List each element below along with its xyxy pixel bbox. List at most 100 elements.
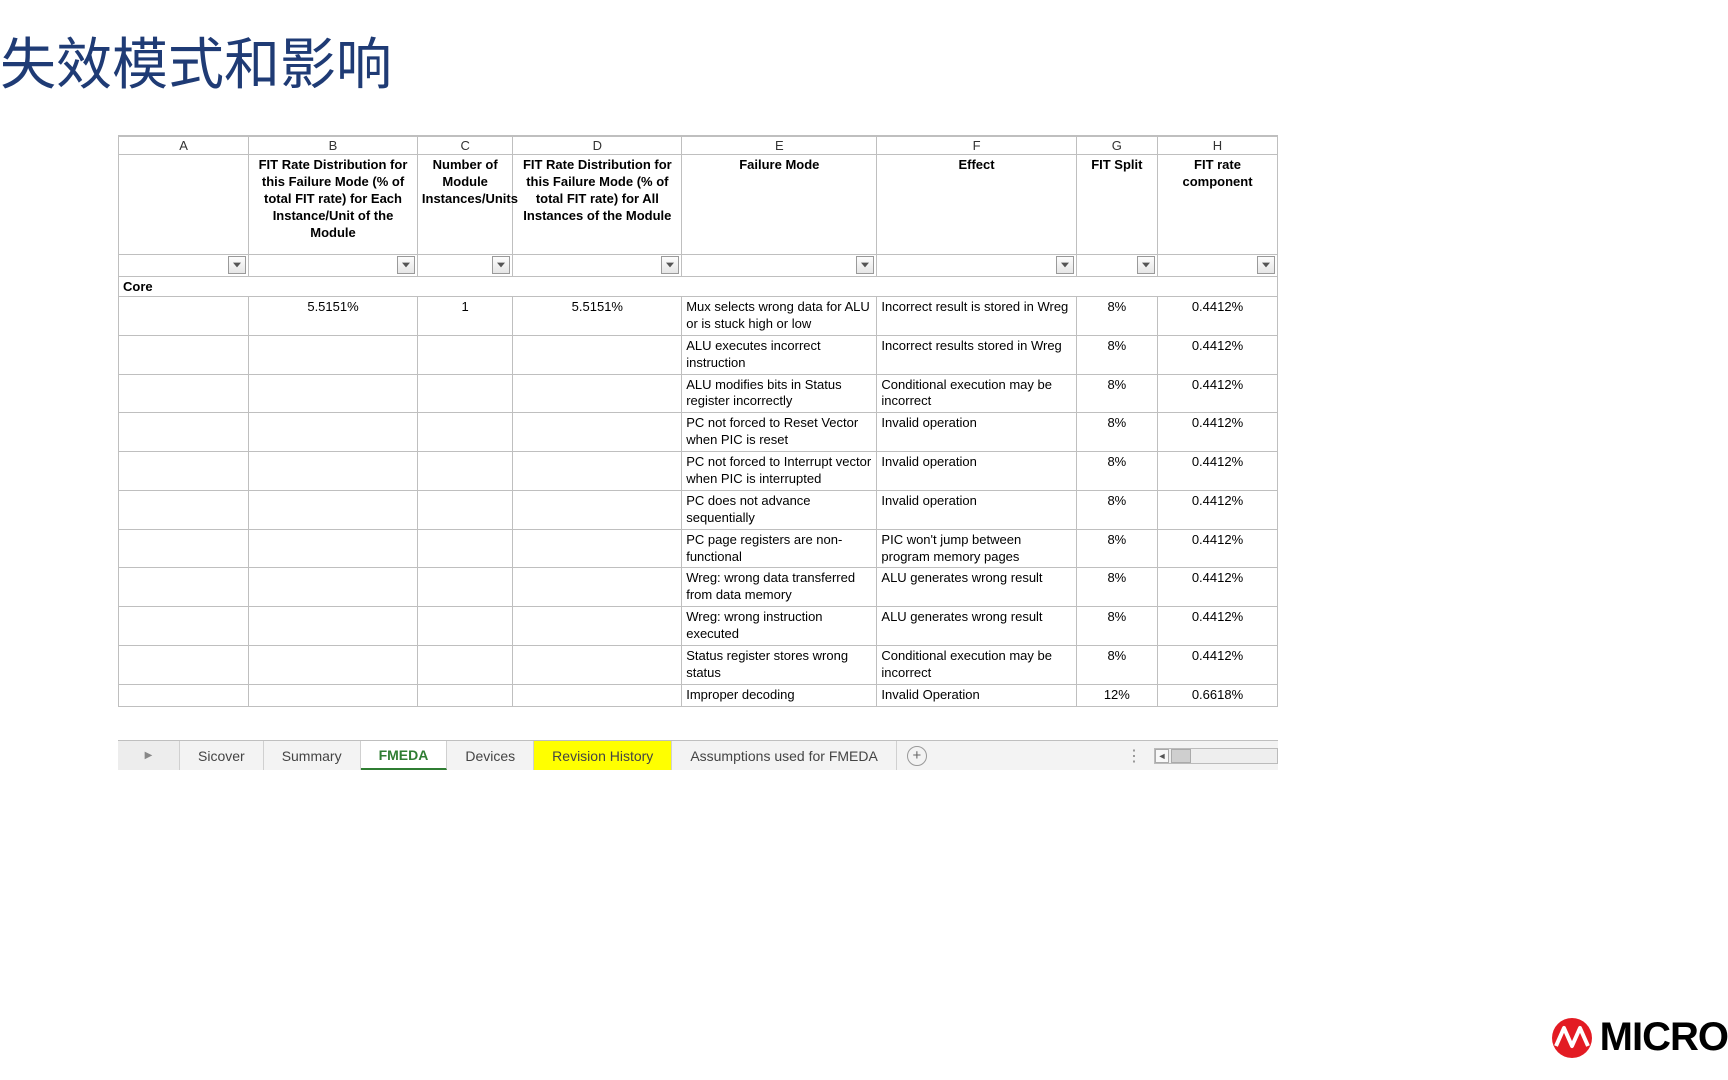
cell-G[interactable]: 8% xyxy=(1076,490,1157,529)
cell-C[interactable] xyxy=(417,452,513,491)
cell-B[interactable] xyxy=(249,335,418,374)
cell-G[interactable]: 8% xyxy=(1076,607,1157,646)
cell-H[interactable]: 0.4412% xyxy=(1158,297,1278,336)
cell-E[interactable]: PC does not advance sequentially xyxy=(682,490,877,529)
cell-H[interactable]: 0.4412% xyxy=(1158,452,1278,491)
cell-D[interactable] xyxy=(513,529,682,568)
cell-H[interactable]: 0.4412% xyxy=(1158,335,1278,374)
add-sheet-button[interactable]: + xyxy=(897,741,937,770)
cell-D[interactable] xyxy=(513,684,682,706)
cell-F[interactable]: Invalid operation xyxy=(877,490,1076,529)
cell-D[interactable] xyxy=(513,646,682,685)
cell-B[interactable] xyxy=(249,452,418,491)
colhdr-B[interactable]: B xyxy=(249,137,418,155)
filter-button-F[interactable] xyxy=(1056,256,1074,274)
colhdr-G[interactable]: G xyxy=(1076,137,1157,155)
cell-B[interactable] xyxy=(249,413,418,452)
tab-revision-history[interactable]: Revision History xyxy=(534,741,672,770)
cell-D[interactable] xyxy=(513,607,682,646)
cell-B[interactable] xyxy=(249,684,418,706)
filter-button-G[interactable] xyxy=(1137,256,1155,274)
cell-C[interactable] xyxy=(417,413,513,452)
cell-C[interactable] xyxy=(417,684,513,706)
cell-F[interactable]: Conditional execution may be incorrect xyxy=(877,374,1076,413)
table-row[interactable]: 5.5151%15.5151%Mux selects wrong data fo… xyxy=(119,297,1278,336)
group-row-core[interactable]: Core xyxy=(119,277,1278,297)
cell-G[interactable]: 8% xyxy=(1076,568,1157,607)
cell-F[interactable]: Incorrect results stored in Wreg xyxy=(877,335,1076,374)
filter-button-H[interactable] xyxy=(1257,256,1275,274)
cell-C[interactable] xyxy=(417,607,513,646)
filter-button-B[interactable] xyxy=(397,256,415,274)
cell-A[interactable] xyxy=(119,646,249,685)
cell-H[interactable]: 0.4412% xyxy=(1158,607,1278,646)
cell-E[interactable]: ALU executes incorrect instruction xyxy=(682,335,877,374)
filter-button-A[interactable] xyxy=(228,256,246,274)
colhdr-A[interactable]: A xyxy=(119,137,249,155)
cell-E[interactable]: ALU modifies bits in Status register inc… xyxy=(682,374,877,413)
cell-E[interactable]: Wreg: wrong instruction executed xyxy=(682,607,877,646)
cell-E[interactable]: PC page registers are non-functional xyxy=(682,529,877,568)
cell-E[interactable]: PC not forced to Interrupt vector when P… xyxy=(682,452,877,491)
resize-grip-icon[interactable]: ⋮ xyxy=(1126,746,1144,766)
tab-sicover[interactable]: Sicover xyxy=(180,741,264,770)
cell-H[interactable]: 0.4412% xyxy=(1158,646,1278,685)
filter-button-E[interactable] xyxy=(856,256,874,274)
cell-B[interactable] xyxy=(249,646,418,685)
cell-F[interactable]: Invalid operation xyxy=(877,413,1076,452)
cell-F[interactable]: Invalid Operation xyxy=(877,684,1076,706)
hscroll-thumb[interactable] xyxy=(1171,749,1191,763)
cell-C[interactable] xyxy=(417,335,513,374)
cell-A[interactable] xyxy=(119,452,249,491)
cell-G[interactable]: 8% xyxy=(1076,529,1157,568)
cell-F[interactable]: ALU generates wrong result xyxy=(877,568,1076,607)
cell-G[interactable]: 8% xyxy=(1076,297,1157,336)
hscroll-track[interactable]: ◄ xyxy=(1154,748,1278,764)
table-row[interactable]: PC not forced to Interrupt vector when P… xyxy=(119,452,1278,491)
cell-C[interactable] xyxy=(417,490,513,529)
cell-C[interactable] xyxy=(417,529,513,568)
tab-assumptions-used-for-fmeda[interactable]: Assumptions used for FMEDA xyxy=(672,741,897,770)
table-row[interactable]: PC page registers are non-functionalPIC … xyxy=(119,529,1278,568)
cell-H[interactable]: 0.4412% xyxy=(1158,413,1278,452)
cell-B[interactable] xyxy=(249,490,418,529)
cell-F[interactable]: Incorrect result is stored in Wreg xyxy=(877,297,1076,336)
cell-E[interactable]: Improper decoding xyxy=(682,684,877,706)
cell-D[interactable] xyxy=(513,374,682,413)
cell-E[interactable]: Status register stores wrong status xyxy=(682,646,877,685)
table-row[interactable]: Wreg: wrong data transferred from data m… xyxy=(119,568,1278,607)
cell-F[interactable]: PIC won't jump between program memory pa… xyxy=(877,529,1076,568)
cell-C[interactable]: 1 xyxy=(417,297,513,336)
cell-B[interactable] xyxy=(249,607,418,646)
cell-F[interactable]: Conditional execution may be incorrect xyxy=(877,646,1076,685)
tabs-nav-spacer[interactable]: ▶ xyxy=(118,741,180,770)
table-row[interactable]: Status register stores wrong statusCondi… xyxy=(119,646,1278,685)
cell-G[interactable]: 8% xyxy=(1076,646,1157,685)
filter-button-D[interactable] xyxy=(661,256,679,274)
colhdr-H[interactable]: H xyxy=(1158,137,1278,155)
cell-H[interactable]: 0.6618% xyxy=(1158,684,1278,706)
cell-H[interactable]: 0.4412% xyxy=(1158,490,1278,529)
cell-A[interactable] xyxy=(119,335,249,374)
cell-H[interactable]: 0.4412% xyxy=(1158,568,1278,607)
cell-H[interactable]: 0.4412% xyxy=(1158,374,1278,413)
cell-G[interactable]: 8% xyxy=(1076,335,1157,374)
cell-F[interactable]: Invalid operation xyxy=(877,452,1076,491)
colhdr-F[interactable]: F xyxy=(877,137,1076,155)
cell-B[interactable] xyxy=(249,374,418,413)
tab-fmeda[interactable]: FMEDA xyxy=(361,741,448,770)
scroll-left-button[interactable]: ◄ xyxy=(1155,749,1169,763)
cell-A[interactable] xyxy=(119,297,249,336)
cell-A[interactable] xyxy=(119,374,249,413)
cell-G[interactable]: 12% xyxy=(1076,684,1157,706)
cell-E[interactable]: Mux selects wrong data for ALU or is stu… xyxy=(682,297,877,336)
cell-A[interactable] xyxy=(119,607,249,646)
cell-F[interactable]: ALU generates wrong result xyxy=(877,607,1076,646)
cell-G[interactable]: 8% xyxy=(1076,413,1157,452)
cell-C[interactable] xyxy=(417,374,513,413)
cell-E[interactable]: Wreg: wrong data transferred from data m… xyxy=(682,568,877,607)
cell-D[interactable] xyxy=(513,413,682,452)
colhdr-E[interactable]: E xyxy=(682,137,877,155)
cell-G[interactable]: 8% xyxy=(1076,374,1157,413)
cell-A[interactable] xyxy=(119,684,249,706)
